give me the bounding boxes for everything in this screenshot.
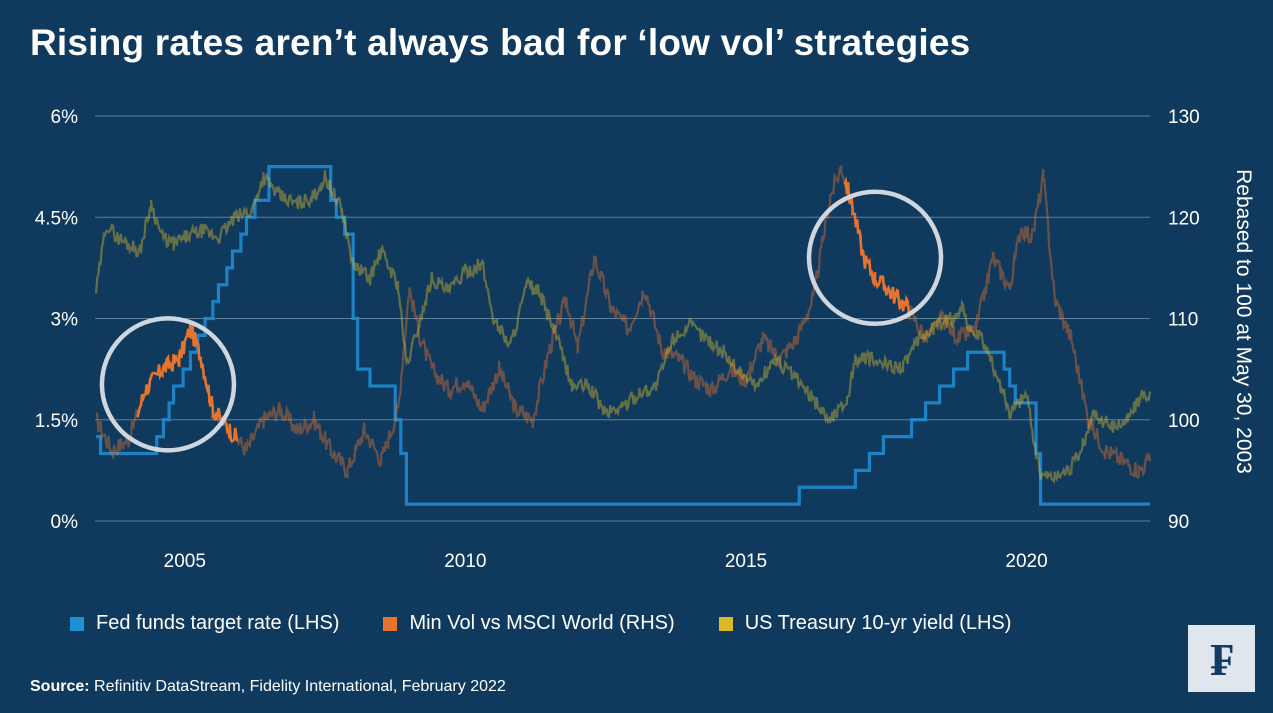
legend: Fed funds target rate (LHS) Min Vol vs M… <box>70 612 1055 635</box>
x-tick-label: 2015 <box>725 551 767 572</box>
legend-item-min-vol: Min Vol vs MSCI World (RHS) <box>383 612 675 635</box>
highlight-circle-1 <box>99 316 237 453</box>
legend-label-min-vol: Min Vol vs MSCI World (RHS) <box>409 612 675 634</box>
y-left-tick-label: 1.5% <box>35 411 78 432</box>
gridlines <box>95 115 1150 522</box>
source-label: Source: <box>30 678 90 695</box>
series-fed-funds-line <box>96 165 1150 506</box>
x-tick-label: 2020 <box>1005 551 1047 572</box>
legend-label-fed-funds: Fed funds target rate (LHS) <box>96 612 340 634</box>
legend-swatch-min-vol <box>383 616 398 631</box>
y-left-tick-label: 6% <box>51 107 79 128</box>
y-left-tick-label: 0% <box>51 512 79 533</box>
x-tick-label: 2005 <box>164 551 206 572</box>
y-right-tick-label: 100 <box>1168 411 1200 432</box>
series-min-vol-highlight-2017 <box>843 176 910 318</box>
y-right-tick-label: 130 <box>1168 107 1200 128</box>
fidelity-logo: ₣ <box>1188 625 1255 692</box>
highlight-circles <box>99 189 944 453</box>
axis-labels: 0% 1.5% 3% 4.5% 6% 90 100 110 120 130 2005 2010 2015… <box>35 107 1255 572</box>
y-right-axis-title: Rebased to 100 at May 30, 2003 <box>1232 169 1255 474</box>
x-tick-label: 2010 <box>444 551 486 572</box>
y-right-tick-label: 120 <box>1168 208 1200 229</box>
legend-item-treasury: US Treasury 10-yr yield (LHS) <box>718 612 1012 635</box>
source-note: Source: Refinitiv DataStream, Fidelity I… <box>30 678 506 696</box>
series-min-vol-line <box>95 164 1152 480</box>
y-right-tick-label: 90 <box>1168 512 1189 533</box>
y-left-tick-label: 4.5% <box>35 208 78 229</box>
logo-glyph: ₣ <box>1210 631 1233 686</box>
series-lines <box>95 164 1152 506</box>
legend-swatch-fed-funds <box>70 616 84 631</box>
source-text: Refinitiv DataStream, Fidelity Internati… <box>94 678 506 695</box>
y-left-tick-label: 3% <box>51 310 79 331</box>
legend-label-treasury: US Treasury 10-yr yield (LHS) <box>744 612 1012 634</box>
legend-swatch-treasury <box>718 616 733 631</box>
series-treasury-line <box>95 169 1152 484</box>
highlight-circle-2 <box>806 189 944 326</box>
legend-item-fed-funds: Fed funds target rate (LHS) <box>70 612 339 635</box>
chart-title: Rising rates aren’t always bad for ‘low … <box>30 22 971 63</box>
y-right-tick-label: 110 <box>1168 310 1198 331</box>
